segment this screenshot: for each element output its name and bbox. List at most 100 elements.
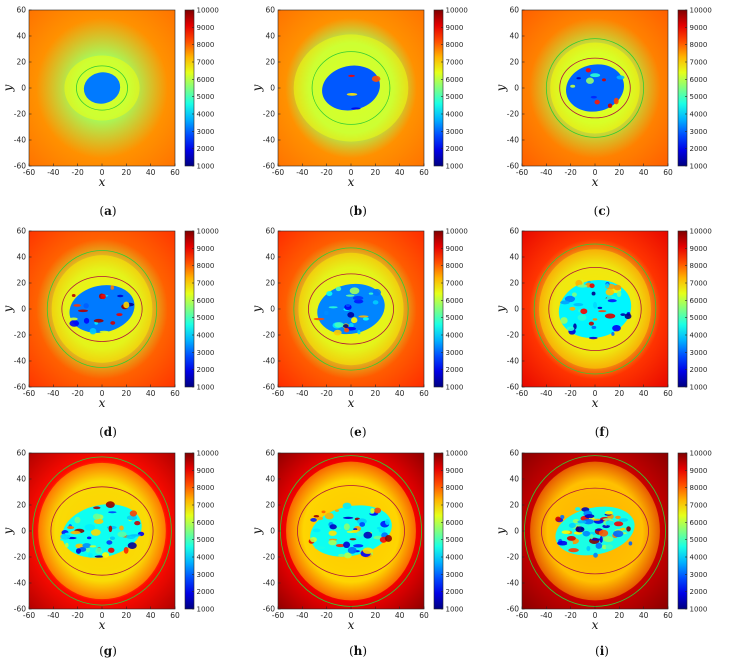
y-tick-label: 60 [16, 227, 26, 236]
y-tick-label: 0 [270, 305, 275, 314]
colorbar-tick-label: 10000 [690, 450, 712, 458]
x-axis-label: x [348, 175, 355, 189]
panel-f: -60 -40 -20 0 20 40 60 -60 -40 -20 0 20 40 60 x y 1000 20… [493, 221, 733, 439]
colorbar [433, 9, 444, 167]
turbulence-blob [92, 513, 101, 520]
y-tick-label: 60 [509, 6, 519, 15]
colorbar-tick-label: 10000 [197, 7, 219, 15]
caption-f-letter: f [599, 425, 605, 439]
x-tick-label: -40 [296, 611, 308, 620]
turbulence-blob [587, 525, 593, 529]
turbulence-blob [134, 521, 141, 526]
turbulence-blob [106, 540, 113, 545]
turbulence-blob [590, 538, 602, 541]
panel-g: -60 -40 -20 0 20 40 60 -60 -40 -20 0 20 40 60 x y 1000 20… [0, 443, 240, 661]
turbulence-blob [108, 511, 117, 514]
y-tick-label: 20 [509, 279, 519, 288]
colorbar-tick-label: 7000 [446, 59, 464, 67]
caption-b: (b) [349, 204, 367, 218]
heatmap-a: -60 -40 -20 0 20 40 60 -60 -40 -20 0 20 40 60 x y 1000 20… [1, 6, 219, 190]
turbulence-blob [348, 74, 355, 77]
turbulence-blob [605, 283, 610, 289]
turbulence-blob [117, 294, 124, 298]
turbulence-blob [328, 539, 337, 546]
y-axis-label: y [494, 527, 508, 535]
y-tick-label: -40 [507, 579, 519, 588]
core-region-b [322, 65, 380, 111]
turbulence-blob [351, 107, 361, 110]
x-tick-label: 0 [349, 168, 354, 177]
y-tick-label: 60 [265, 227, 275, 236]
x-tick-label: 20 [371, 168, 381, 177]
turbulence-blob [127, 542, 137, 549]
caption-b-letter: b [353, 204, 363, 218]
x-tick-label: 40 [395, 611, 405, 620]
y-tick-label: 0 [514, 527, 519, 536]
turbulence-blob [601, 544, 607, 550]
x-tick-label: 60 [170, 611, 180, 620]
caption-i: (i) [595, 644, 609, 658]
y-axis-label: y [494, 84, 508, 92]
turbulence-blob [597, 306, 603, 309]
colorbar-tick-label: 5000 [690, 536, 708, 544]
turbulence-blob [585, 77, 594, 84]
x-tick-label: 60 [170, 389, 180, 398]
turbulence-blob [328, 306, 338, 309]
turbulence-blob [368, 292, 374, 295]
caption-e: (e) [349, 425, 367, 439]
colorbar-tick-label: 4000 [197, 111, 215, 119]
turbulence-blob [620, 527, 626, 531]
inner-contour-g [50, 486, 154, 576]
turbulence-blob [129, 534, 141, 537]
turbulence-blob [334, 322, 344, 328]
turbulence-blob [378, 528, 386, 533]
turbulence-blob [353, 299, 364, 304]
core-region-e [317, 283, 385, 335]
x-tick-label: 20 [615, 611, 625, 620]
x-tick-label: 60 [419, 611, 429, 620]
x-tick-label: 40 [146, 168, 156, 177]
turbulence-blob [69, 317, 78, 321]
x-tick-label: -20 [321, 168, 333, 177]
turbulence-blob [566, 535, 576, 541]
turbulence-blob [575, 507, 581, 511]
y-axis-label: y [250, 527, 264, 535]
inner-contour-b [311, 51, 391, 125]
turbulence-blob [313, 514, 320, 518]
colorbar-tick-label: 2000 [690, 588, 708, 596]
turbulence-blob [316, 516, 324, 521]
y-tick-label: -40 [263, 136, 275, 145]
turbulence-blob [576, 77, 581, 80]
turbulence-blob [100, 293, 106, 300]
turbulence-blob [566, 326, 575, 332]
turbulence-blob [343, 324, 349, 328]
caption-c-letter: c [598, 204, 606, 218]
turbulence-blob [560, 317, 568, 324]
colorbar-tick-label: 10000 [446, 7, 468, 15]
y-tick-label: 20 [265, 58, 275, 67]
inner-contour-f [548, 267, 642, 351]
turbulence-blob [356, 531, 365, 537]
turbulence-blob [343, 552, 352, 559]
inner-contour-a [76, 65, 128, 111]
x-tick-label: -40 [47, 611, 59, 620]
turbulence-blob [359, 522, 366, 527]
y-tick-label: 40 [265, 475, 275, 484]
turbulence-blob [582, 530, 591, 537]
colorbar-tick-label: 5000 [446, 93, 464, 101]
turbulence-blob [349, 538, 357, 541]
colorbar-tick-label: 1000 [690, 384, 708, 392]
turbulence-blob [588, 321, 594, 326]
caption-g-letter: g [103, 644, 113, 658]
colorbar-tick-label: 8000 [197, 41, 215, 49]
colorbar-tick-label: 5000 [446, 536, 464, 544]
colorbar-tick-label: 5000 [446, 314, 464, 322]
turbulence-blob [605, 520, 615, 526]
turbulence-blob [344, 327, 350, 333]
x-tick-label: -60 [272, 168, 284, 177]
colorbar-tick-label: 1000 [197, 163, 215, 171]
turbulence-blob [605, 288, 615, 296]
y-tick-label: 0 [21, 305, 26, 314]
colorbar-tick-label: 10000 [197, 450, 219, 458]
colorbar-tick-label: 7000 [197, 280, 215, 288]
